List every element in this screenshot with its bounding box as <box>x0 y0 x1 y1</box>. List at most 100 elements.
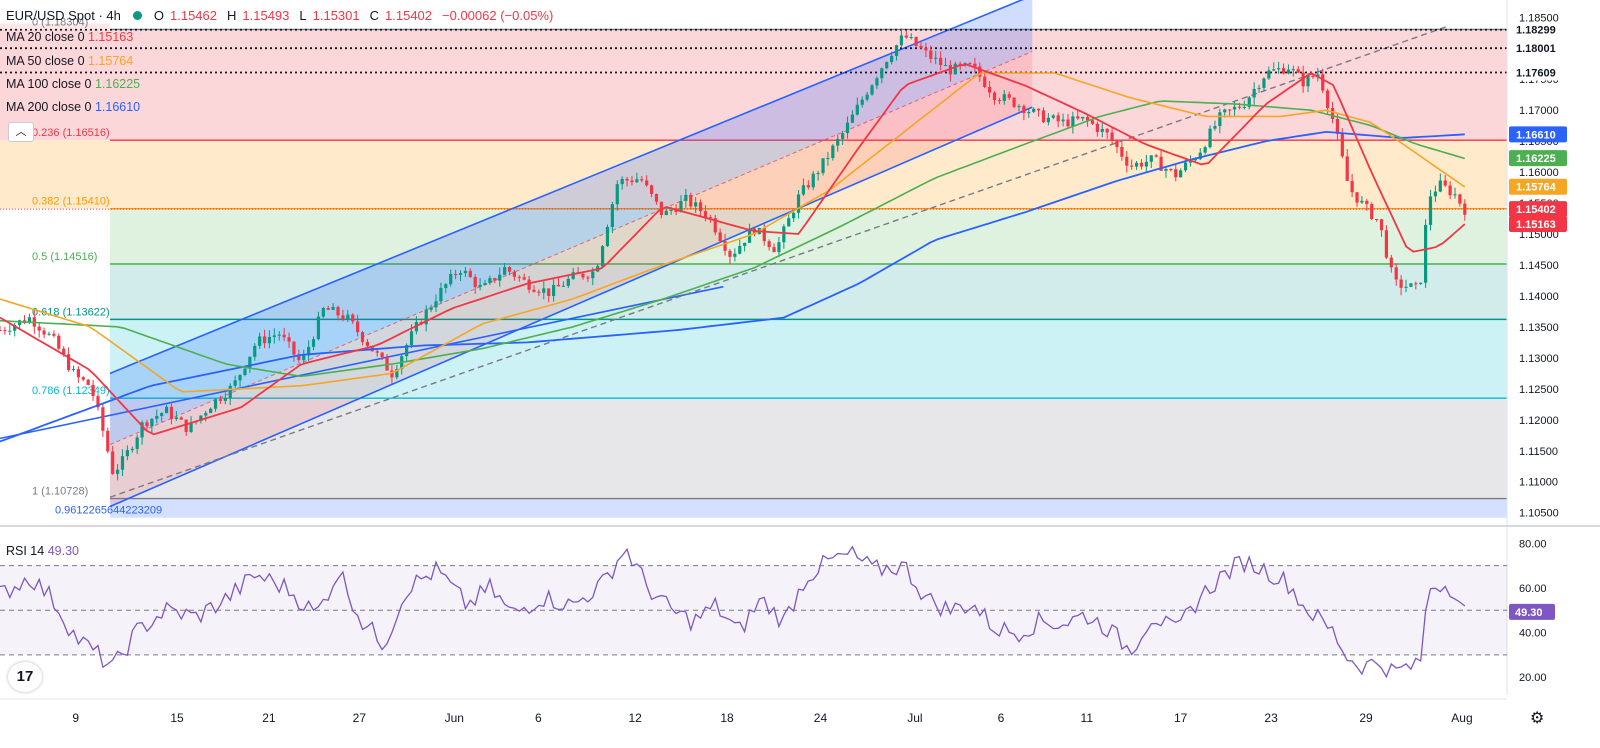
market-status-icon <box>132 11 142 20</box>
candle-body <box>145 422 149 427</box>
candle-body <box>1105 128 1109 133</box>
ma50-legend[interactable]: MA 50 close 0 1.15764 <box>6 54 134 68</box>
candle-body <box>1036 108 1041 111</box>
candle-body <box>1419 282 1423 284</box>
price-tick-label: 1.18500 <box>1519 12 1559 24</box>
candle-body <box>860 99 864 105</box>
candle-body <box>267 336 272 344</box>
time-tick-label: 17 <box>1174 711 1188 725</box>
candle-body <box>615 184 619 205</box>
candle-body <box>1032 108 1036 112</box>
ma20-legend[interactable]: MA 20 close 0 1.15163 <box>6 30 134 44</box>
candle-body <box>522 277 526 280</box>
fib-label: 0.786 (1.12349) <box>32 385 110 397</box>
candle-body <box>1051 115 1055 118</box>
candle-body <box>1095 123 1099 132</box>
price-badge <box>1509 64 1567 81</box>
fib-zone <box>110 498 1508 518</box>
candle-body <box>380 352 384 357</box>
time-tick-label: 23 <box>1264 711 1278 725</box>
time-tick-label: 6 <box>535 711 542 725</box>
candle-body <box>880 68 884 79</box>
candle-body <box>1350 180 1354 193</box>
candle-body <box>1375 219 1379 221</box>
candle-body <box>111 451 115 474</box>
candle-body <box>527 279 531 290</box>
candle-body <box>561 285 565 287</box>
candle-body <box>292 341 296 355</box>
candle-body <box>708 217 712 219</box>
price-badge-label: 1.18299 <box>1516 25 1556 37</box>
candle-body <box>1237 106 1242 108</box>
candle-body <box>1379 219 1384 231</box>
candle-body <box>772 247 776 253</box>
candle-body <box>904 35 908 38</box>
candle-body <box>821 158 825 174</box>
high-value: 1.15493 <box>242 8 290 23</box>
chevron-up-icon[interactable]: ︿ <box>8 122 34 142</box>
symbol-title[interactable]: EUR/USD Spot · 4h <box>6 8 121 23</box>
candle-body <box>679 200 683 212</box>
candle-body <box>1007 94 1011 98</box>
ma200-legend[interactable]: MA 200 close 0 1.16610 <box>6 100 141 114</box>
candle-body <box>1394 267 1398 280</box>
candle-body <box>71 369 76 371</box>
candle-body <box>924 48 928 51</box>
change-value: −0.00062 (−0.05%) <box>442 8 554 23</box>
candle-body <box>1281 68 1286 74</box>
candle-body <box>997 100 1001 102</box>
fib-label: 0.382 (1.15410) <box>32 196 110 208</box>
candle-body <box>1076 116 1080 119</box>
candle-body <box>581 273 585 278</box>
candle-body <box>1203 147 1207 153</box>
candle-body <box>311 339 316 347</box>
candle-body <box>953 63 957 75</box>
rsi-legend[interactable]: RSI 14 49.30 <box>6 544 79 558</box>
candle-body <box>1208 128 1212 148</box>
candle-body <box>0 330 2 332</box>
candle-body <box>409 331 414 346</box>
candle-body <box>826 158 830 160</box>
rsi-tick-label: 20.00 <box>1519 672 1547 684</box>
candle-body <box>1120 146 1124 157</box>
ma100-legend[interactable]: MA 100 close 0 1.16225 <box>6 77 141 91</box>
rsi-line <box>0 545 1466 679</box>
candle-body <box>738 245 742 254</box>
candle-body <box>86 379 90 385</box>
candle-body <box>62 348 66 355</box>
fib-label: 1 (1.10728) <box>32 486 88 498</box>
candle-body <box>1179 170 1183 178</box>
price-badge-label: 1.18001 <box>1516 43 1556 55</box>
candle-body <box>1174 169 1178 178</box>
candle-body <box>605 226 610 247</box>
gear-icon[interactable]: ⚙ <box>1530 710 1545 727</box>
candle-body <box>600 246 605 267</box>
candle-body <box>988 86 992 93</box>
candle-body <box>870 85 874 95</box>
candle-body <box>1002 94 1006 101</box>
candle-body <box>1360 200 1364 203</box>
candle-body <box>1071 116 1075 127</box>
candle-body <box>1159 156 1163 171</box>
candle-body <box>483 283 487 285</box>
candle-body <box>478 284 482 288</box>
price-badge <box>1509 150 1567 167</box>
candle-body <box>160 413 164 416</box>
candle-body <box>91 384 95 397</box>
candle-body <box>115 469 120 474</box>
candle-body <box>728 250 732 257</box>
candle-body <box>218 399 223 401</box>
candle-body <box>875 78 879 86</box>
candle-body <box>302 355 306 360</box>
candle-body <box>336 306 340 316</box>
candle-body <box>836 138 840 146</box>
candle-body <box>1453 194 1457 196</box>
ma100-value: 1.16225 <box>94 77 141 91</box>
price-tick-label: 1.17000 <box>1519 105 1559 117</box>
tradingview-logo-icon[interactable]: 17 <box>8 662 42 692</box>
candle-body <box>1125 156 1129 166</box>
candle-body <box>767 241 771 248</box>
candle-body <box>204 413 208 416</box>
price-badge <box>1509 40 1567 57</box>
